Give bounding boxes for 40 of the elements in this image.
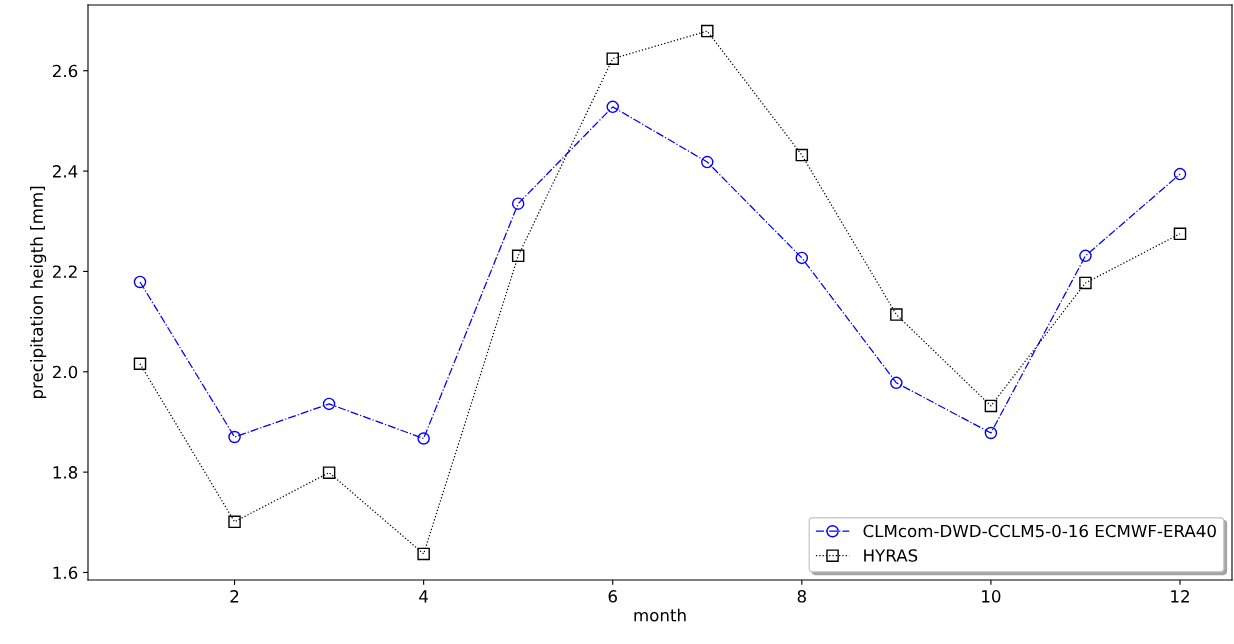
point — [606, 52, 619, 65]
x-axis-title: month — [634, 608, 686, 622]
point — [890, 308, 903, 321]
point — [228, 515, 241, 529]
y-tick-label: 2.6 — [52, 64, 78, 78]
y-tick-label: 2.2 — [52, 265, 77, 278]
x-tick-label: 10 — [982, 590, 1001, 603]
point — [890, 376, 903, 390]
point — [511, 249, 525, 263]
x-tick-label: 4 — [419, 590, 428, 603]
y-tick-label: 1.8 — [53, 466, 78, 479]
y-tick-label: 2.0 — [52, 365, 78, 379]
x-tick-label: 8 — [797, 590, 806, 603]
point — [606, 100, 619, 114]
x-tick-label: 6 — [608, 590, 617, 603]
legend-label: HYRAS — [864, 549, 918, 562]
point — [984, 399, 998, 413]
point — [417, 547, 430, 561]
point — [1173, 227, 1187, 241]
point — [511, 197, 525, 210]
point — [228, 430, 241, 444]
point — [984, 426, 998, 440]
point — [795, 148, 809, 162]
point — [322, 466, 336, 479]
y-tick-label: 1.6 — [53, 566, 78, 580]
point — [133, 357, 147, 370]
point — [322, 397, 336, 411]
point — [1173, 167, 1187, 181]
point — [1079, 249, 1092, 263]
point — [133, 275, 147, 289]
y-axis-title: precipitation heigth [mm] — [30, 186, 47, 399]
x-tick-label: 2 — [230, 590, 239, 603]
x-tick-label: 12 — [1171, 590, 1189, 603]
point — [701, 24, 714, 38]
point — [1079, 276, 1092, 290]
point — [701, 155, 714, 169]
legend-label: CLMcom-DWD-CCLM5-0-16 ECMWF-ERA40 — [863, 524, 1216, 538]
y-tick-label: 2.4 — [52, 165, 78, 178]
point — [417, 432, 430, 445]
point — [795, 251, 809, 265]
